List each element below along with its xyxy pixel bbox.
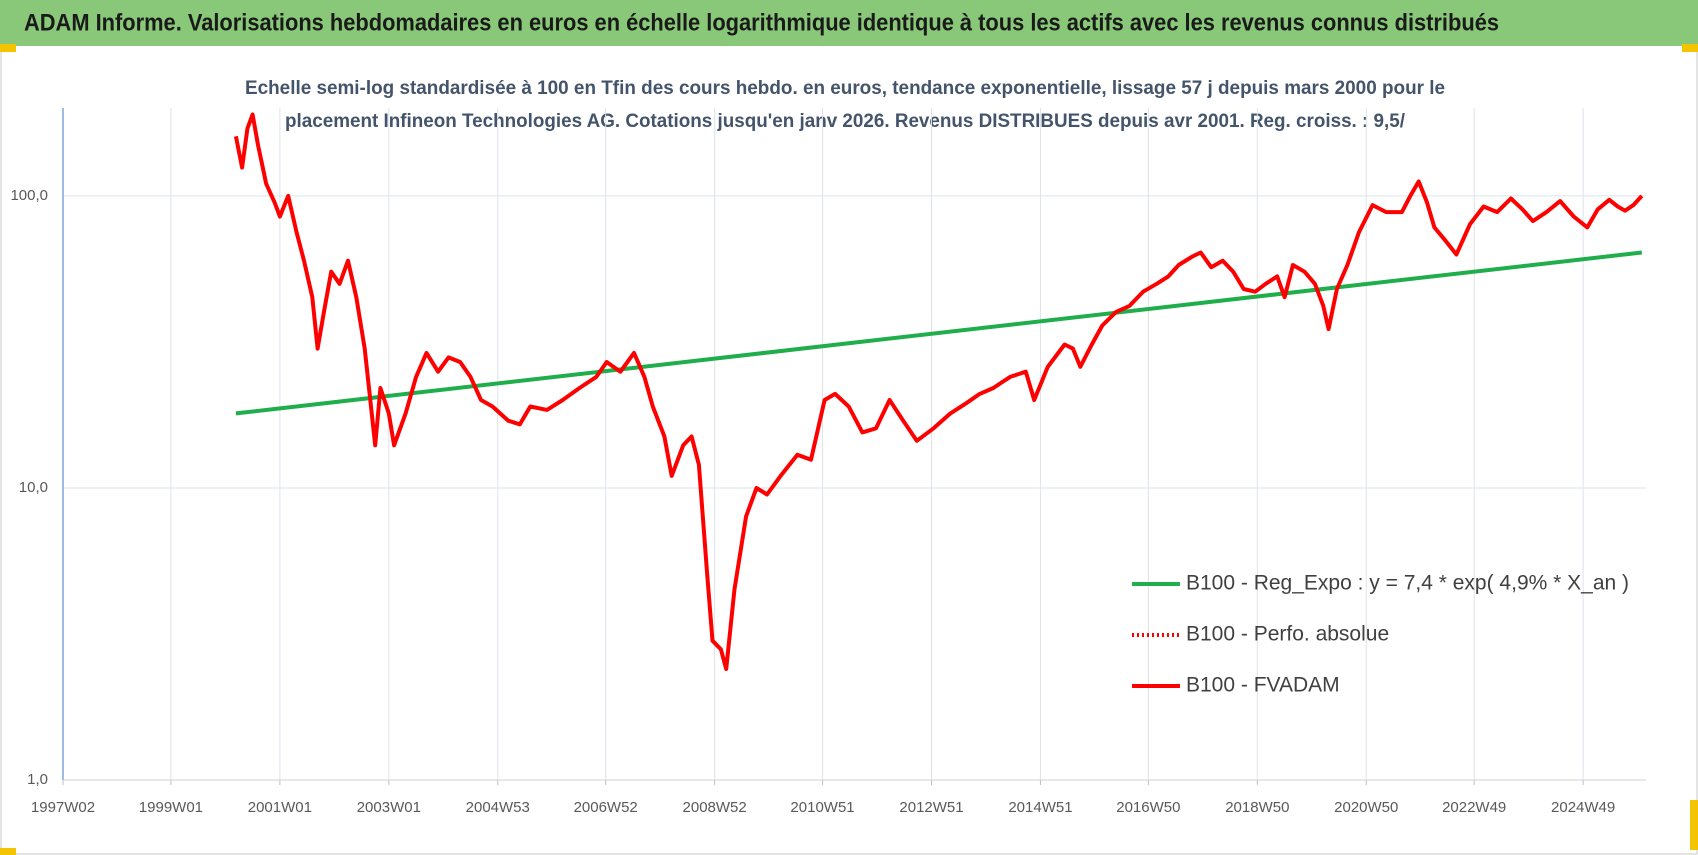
- x-tick-label: 2008W52: [683, 799, 747, 816]
- y-tick-label: 1,0: [27, 771, 48, 788]
- corner-mark: [1682, 44, 1698, 52]
- x-tick-label: 2012W51: [899, 799, 963, 816]
- x-tick-label: 2001W01: [248, 799, 312, 816]
- corner-mark: [0, 848, 16, 855]
- x-tick-label: 2006W52: [574, 799, 638, 816]
- y-tick-label: 100,0: [10, 187, 48, 204]
- x-tick-label: 2016W50: [1116, 799, 1180, 816]
- legend-label: B100 - Reg_Expo : y = 7,4 * exp( 4,9% * …: [1186, 572, 1629, 595]
- chart-title: ADAM Informe. Valorisations hebdomadaire…: [24, 9, 1499, 36]
- x-tick-label: 2018W50: [1225, 799, 1289, 816]
- x-tick-label: 2010W51: [790, 799, 854, 816]
- x-tick-label: 1999W01: [139, 799, 203, 816]
- chart-subtitle: Echelle semi-log standardisée à 100 en T…: [245, 78, 1445, 99]
- corner-mark: [0, 44, 16, 52]
- x-tick-label: 2020W50: [1334, 799, 1398, 816]
- x-tick-label: 2003W01: [357, 799, 421, 816]
- x-tick-label: 1997W02: [31, 799, 95, 816]
- chart-subtitle: placement Infineon Technologies AG. Cota…: [285, 111, 1406, 132]
- x-tick-label: 2022W49: [1442, 799, 1506, 816]
- title-banner: [0, 0, 1698, 46]
- x-tick-label: 2014W51: [1008, 799, 1072, 816]
- series-line: [233, 112, 1644, 671]
- x-tick-label: 2004W53: [466, 799, 530, 816]
- x-tick-label: 2024W49: [1551, 799, 1615, 816]
- y-tick-label: 10,0: [19, 479, 48, 496]
- series-line: [235, 250, 1643, 416]
- legend-label: B100 - FVADAM: [1186, 674, 1340, 697]
- legend-label: B100 - Perfo. absolue: [1186, 623, 1389, 646]
- corner-mark: [1690, 800, 1698, 850]
